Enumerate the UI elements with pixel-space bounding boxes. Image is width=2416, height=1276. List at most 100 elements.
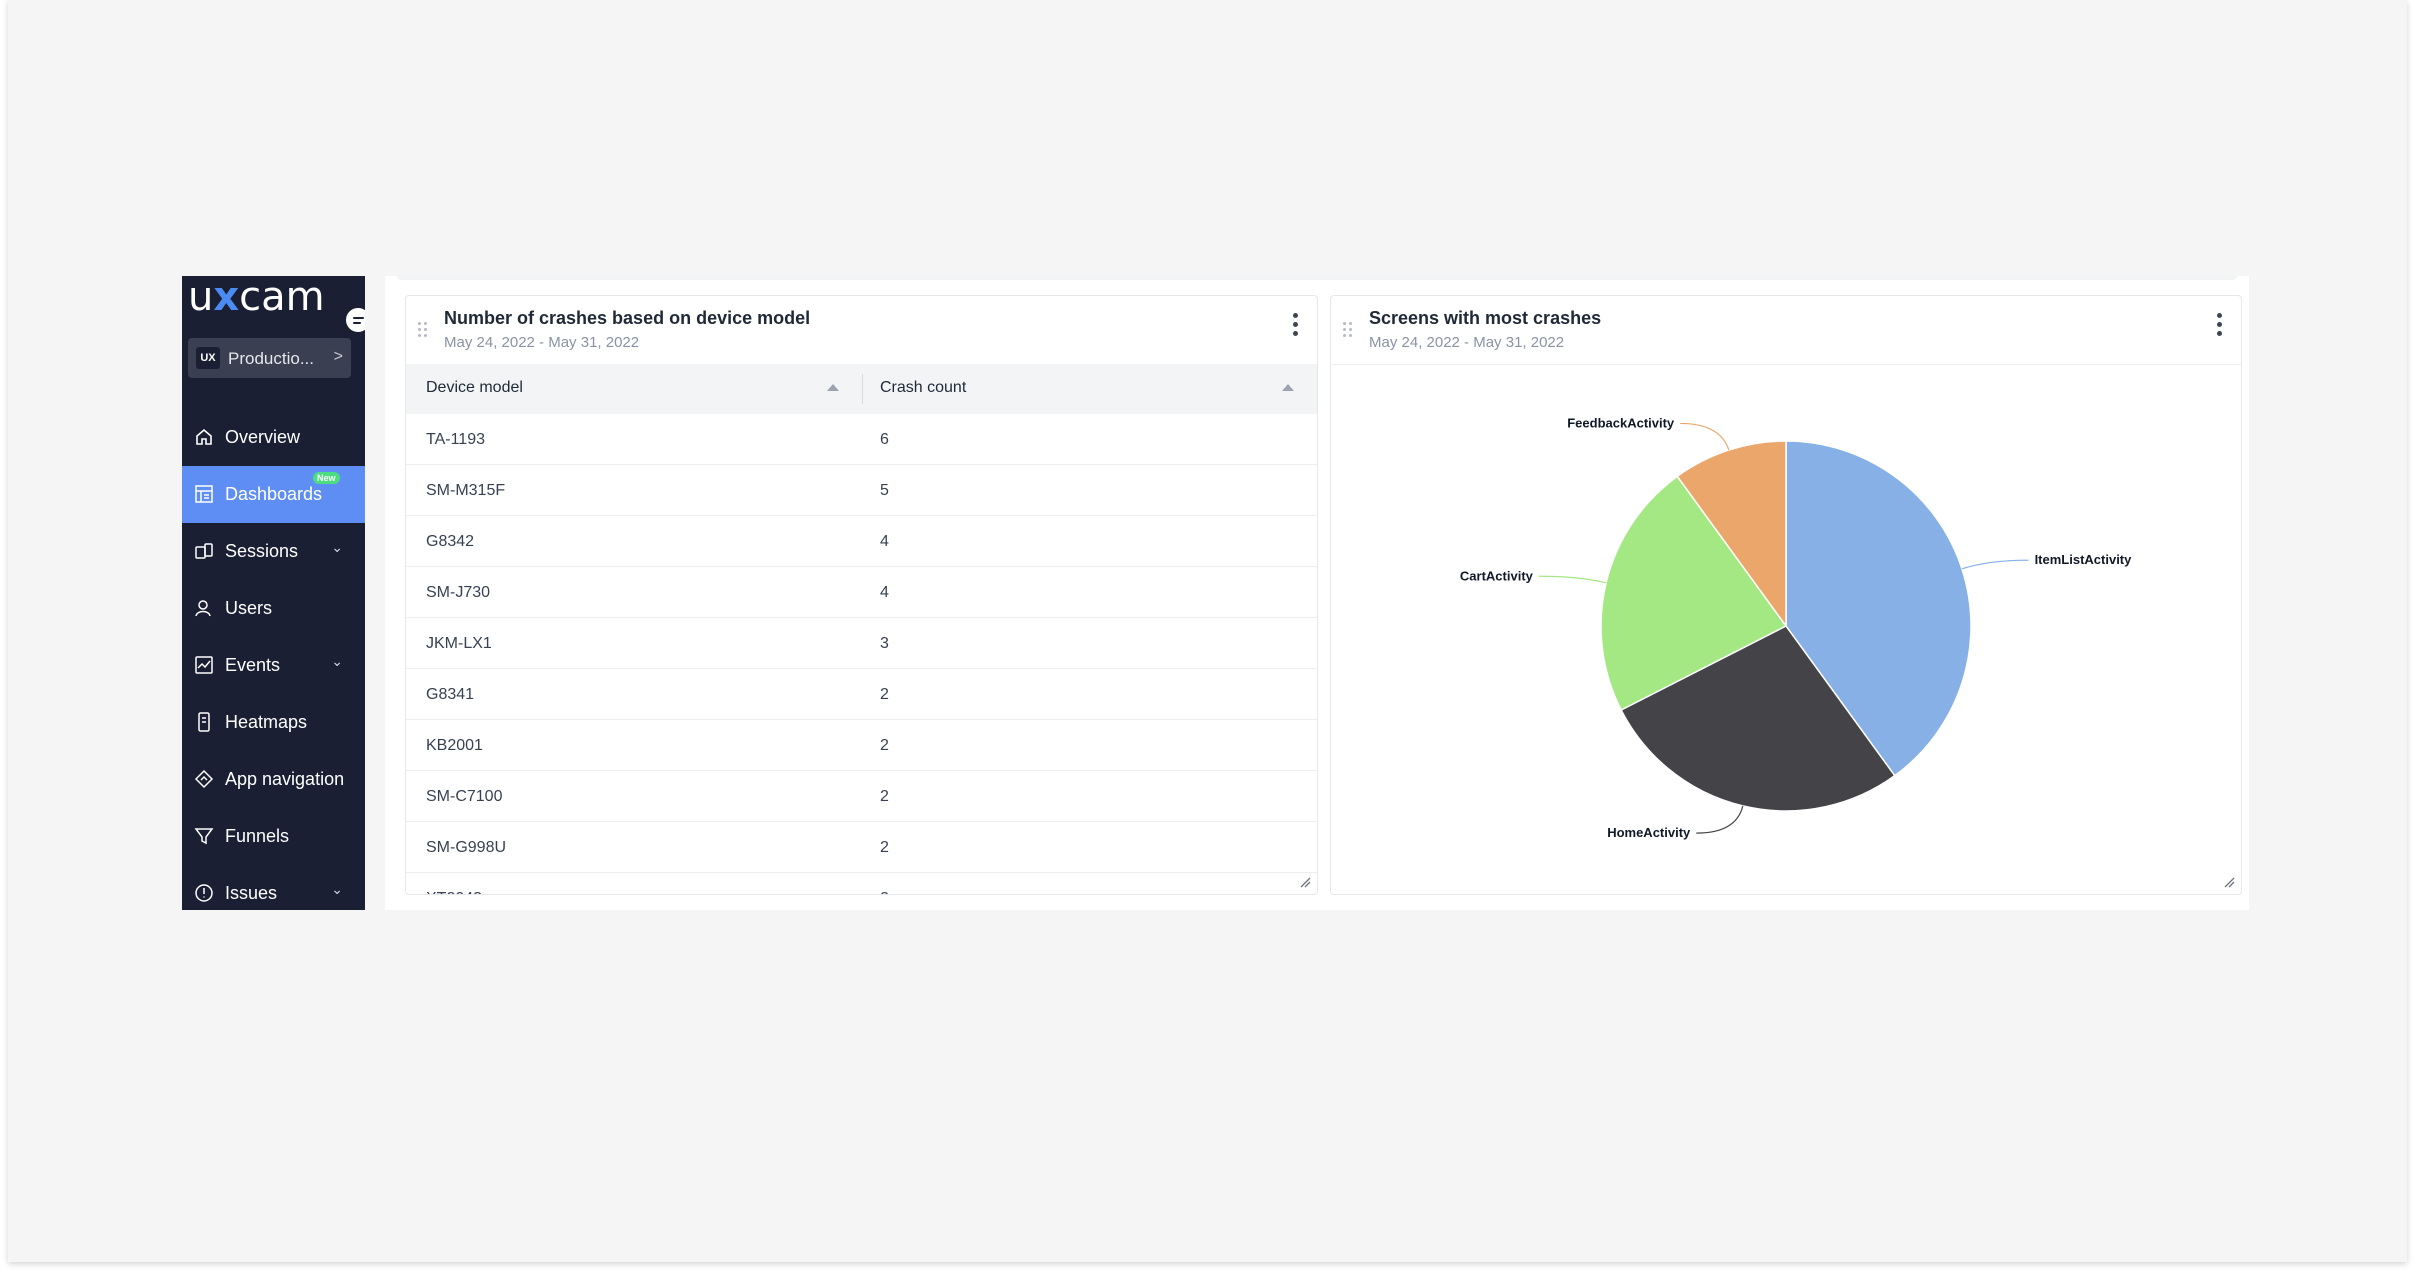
crash-count-cell: 4	[880, 533, 889, 550]
sidebar-item-dashboards[interactable]: Dashboards New	[182, 466, 365, 523]
sidebar-item-label: Overview	[225, 427, 301, 447]
project-selector[interactable]: UX Productio... >	[188, 338, 351, 378]
sort-asc-icon[interactable]	[1282, 384, 1294, 391]
sort-asc-icon[interactable]	[827, 384, 839, 391]
sidebar-item-label: Heatmaps	[225, 712, 308, 732]
sidebar-item-app-navigation[interactable]: App navigation	[182, 751, 365, 808]
device-model-cell: SM-M315F	[426, 482, 506, 499]
sidebar-item-heatmaps[interactable]: Heatmaps	[182, 694, 365, 751]
table-row[interactable]: TA-1193 6	[406, 414, 1317, 465]
crash-count-cell: 2	[880, 737, 889, 754]
device-model-cell: G8342	[426, 533, 475, 550]
pie-connector	[1538, 575, 1607, 584]
pie-slice-cartactivity[interactable]	[1600, 475, 1788, 711]
card-header: Screens with most crashes May 24, 2022 -…	[1331, 296, 2241, 365]
sidebar-item-issues[interactable]: Issues ⌄	[182, 865, 365, 910]
card-date-range: May 24, 2022 - May 31, 2022	[1369, 334, 1565, 351]
table-row[interactable]: XT2043 2	[406, 873, 1317, 894]
sidebar-item-label: Events	[225, 655, 281, 675]
table-row[interactable]: G8342 4	[406, 516, 1317, 567]
table-row[interactable]: KB2001 2	[406, 720, 1317, 771]
table-row[interactable]: SM-C7100 2	[406, 771, 1317, 822]
card-header: Number of crashes based on device model …	[406, 296, 1317, 365]
sidebar-item-funnels[interactable]: Funnels	[182, 808, 365, 865]
pie-slice-homeactivity[interactable]	[1620, 625, 1896, 812]
table-row[interactable]: G8341 2	[406, 669, 1317, 720]
chevron-down-icon[interactable]: ⌄	[331, 881, 343, 897]
pie-connector	[1680, 422, 1730, 451]
pie-label: CartActivity	[1460, 568, 1534, 583]
events-icon	[195, 656, 213, 674]
table-row[interactable]: SM-M315F 5	[406, 465, 1317, 516]
pie-slice-itemlistactivity[interactable]	[1785, 440, 1972, 777]
uxcam-logo[interactable]: uxcam	[188, 276, 325, 320]
crash-count-cell: 2	[880, 686, 889, 703]
table-row[interactable]: SM-J730 4	[406, 567, 1317, 618]
collapse-sidebar-button[interactable]	[344, 306, 365, 334]
table-header: Device model Crash count	[406, 364, 1317, 414]
sidebar-item-label: App navigation	[225, 769, 345, 789]
drag-handle-icon[interactable]	[418, 322, 428, 338]
pie-label: FeedbackActivity	[1567, 415, 1675, 430]
crashes-by-device-card: Number of crashes based on device model …	[405, 295, 1318, 895]
resize-handle-icon[interactable]	[1299, 876, 1311, 888]
column-header-device-model[interactable]: Device model	[426, 379, 523, 396]
device-model-cell: G8341	[426, 686, 475, 703]
crash-count-cell: 2	[880, 890, 889, 894]
project-name: Productio...	[228, 349, 314, 368]
table-body: TA-1193 6 SM-M315F 5 G8342 4 SM-J730 4 JKM-LX1 3 G…	[406, 414, 1317, 894]
more-options-icon[interactable]	[2217, 313, 2223, 337]
crash-count-cell: 2	[880, 788, 889, 805]
page-frame: uxcam UX Productio... > Overview Dashboa…	[8, 0, 2407, 1262]
new-badge: New	[313, 472, 340, 484]
pie-label: HomeActivity	[1607, 825, 1691, 840]
pie-chart-svg: ItemListActivity HomeActivity CartActivity…	[1460, 415, 2133, 840]
column-header-crash-count[interactable]: Crash count	[880, 379, 967, 396]
sidebar-item-sessions[interactable]: Sessions ⌄	[182, 523, 365, 580]
device-model-cell: KB2001	[426, 737, 483, 754]
funnel-icon	[194, 828, 214, 845]
crash-count-cell: 2	[880, 839, 889, 856]
chevron-down-icon[interactable]: ⌄	[331, 653, 343, 669]
sidebar-item-label: Issues	[225, 883, 278, 903]
more-options-icon[interactable]	[1293, 313, 1299, 337]
device-model-cell: SM-G998U	[426, 839, 507, 856]
issues-icon	[195, 884, 213, 902]
users-icon	[195, 600, 211, 617]
pie-label: ItemListActivity	[2035, 552, 2133, 567]
device-model-cell: XT2043	[426, 890, 482, 894]
sidebar-item-label: Dashboards	[225, 484, 323, 504]
crash-count-cell: 6	[880, 431, 889, 448]
sidebar-nav: Overview Dashboards New Sessions ⌄ Users…	[182, 409, 365, 910]
app-navigation-icon	[194, 769, 214, 789]
sessions-icon	[195, 543, 213, 559]
heatmaps-icon	[198, 712, 210, 732]
device-model-cell: SM-J730	[426, 584, 491, 601]
sidebar-item-label: Funnels	[225, 826, 290, 846]
project-logo-icon: UX	[196, 347, 220, 369]
chevron-down-icon[interactable]: ⌄	[331, 539, 343, 555]
pie-chart: ItemListActivity HomeActivity CartActivity…	[1331, 364, 2241, 894]
sidebar-item-users[interactable]: Users	[182, 580, 365, 637]
sidebar: uxcam UX Productio... > Overview Dashboa…	[182, 276, 365, 910]
pie-connector	[1961, 559, 2029, 570]
crash-count-cell: 5	[880, 482, 889, 499]
sidebar-item-events[interactable]: Events ⌄	[182, 637, 365, 694]
table-row[interactable]: JKM-LX1 3	[406, 618, 1317, 669]
pie-slice-feedbackactivity[interactable]	[1676, 440, 1787, 629]
resize-handle-icon[interactable]	[2223, 876, 2235, 888]
crash-count-cell: 3	[880, 635, 889, 652]
drag-handle-icon[interactable]	[1343, 322, 1353, 338]
sidebar-item-overview[interactable]: Overview	[182, 409, 365, 466]
device-model-cell: SM-C7100	[426, 788, 503, 805]
table-row[interactable]: SM-G998U 2	[406, 822, 1317, 873]
sidebar-item-label: Users	[225, 598, 273, 618]
column-divider	[862, 374, 863, 404]
chevron-right-icon: >	[333, 348, 343, 365]
crash-count-cell: 4	[880, 584, 889, 601]
card-date-range: May 24, 2022 - May 31, 2022	[444, 334, 640, 351]
dashboard-icon	[195, 485, 213, 503]
card-title: Number of crashes based on device model	[444, 308, 811, 328]
card-title: Screens with most crashes	[1369, 308, 1602, 328]
device-model-cell: TA-1193	[426, 431, 485, 448]
